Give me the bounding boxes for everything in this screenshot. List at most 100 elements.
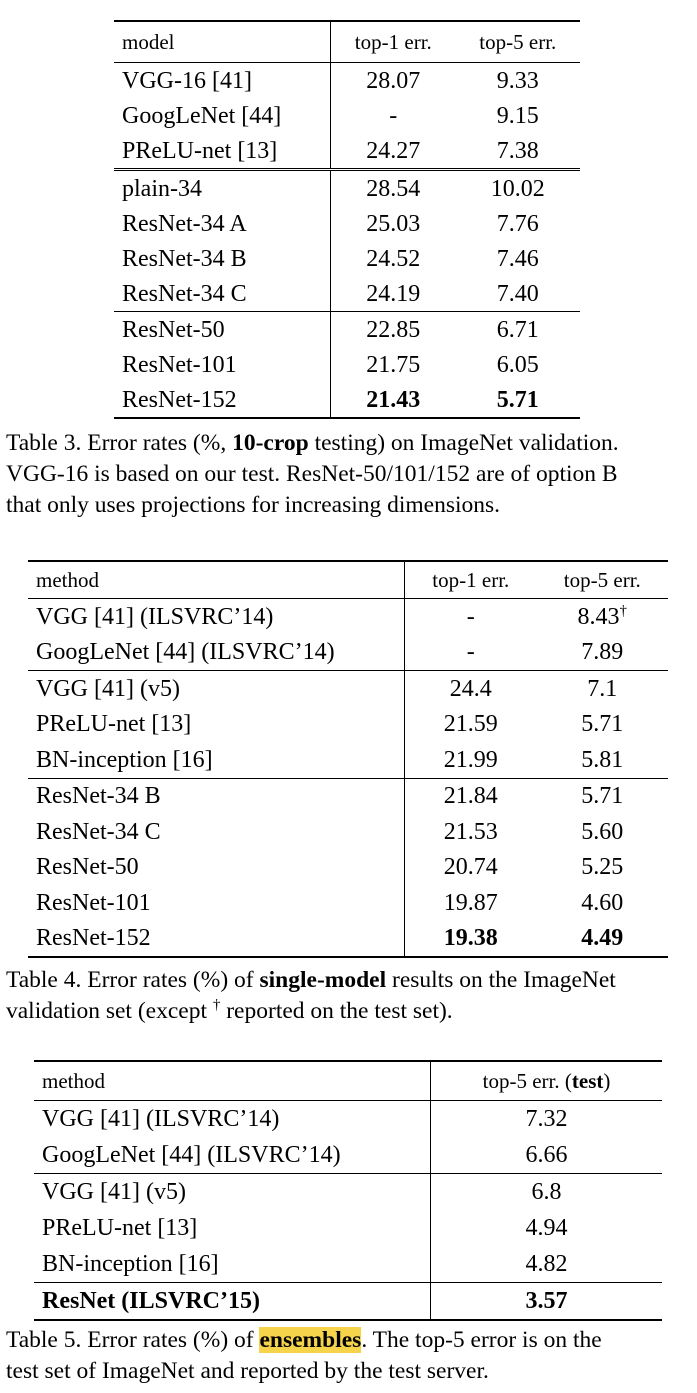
- method-cell: ResNet-152: [28, 920, 405, 958]
- header-top1: top-1 err.: [403, 560, 537, 599]
- method-cell: VGG [41] (ILSVRC’14): [42, 1106, 280, 1132]
- model-cell: VGG-16 [41]: [122, 67, 252, 94]
- top5-cell: 6.05: [496, 351, 539, 378]
- table-row: ResNet-34 C 21.53 5.60: [28, 814, 668, 850]
- table-row: BN-inception [16] 4.82: [34, 1246, 662, 1283]
- table-5: method top-5 err. (test) VGG [41] (ILSVR…: [34, 1060, 662, 1321]
- top1-cell: 21.99: [403, 742, 537, 779]
- model-cell: ResNet-152: [114, 382, 331, 419]
- caption-emphasis: 10-crop: [232, 430, 309, 456]
- top5-cell: 5.60: [581, 818, 624, 845]
- table-row: VGG [41] (v5) 24.4 7.1: [28, 670, 668, 707]
- method-cell: VGG [41] (v5): [42, 1179, 186, 1205]
- top5-cell: 5.25: [581, 854, 624, 881]
- top5-cell: 7.32: [430, 1100, 662, 1137]
- caption-text: Error rates (%) of: [87, 1327, 254, 1353]
- caption-line: that only uses projections for increasin…: [6, 492, 501, 518]
- table-row: ResNet-34 C 24.19 7.40: [114, 276, 580, 312]
- top5-cell: 7.76: [496, 210, 539, 237]
- model-cell: plain-34: [122, 175, 202, 202]
- table-row: ResNet-152 21.43 5.71: [114, 382, 580, 419]
- table-row: ResNet-101 21.75 6.05: [114, 347, 580, 382]
- top5-cell: 10.02: [490, 175, 545, 202]
- top1-cell-best: 21.43: [329, 382, 456, 419]
- table-row: ResNet-101 19.87 4.60: [28, 885, 668, 921]
- method-cell: BN-inception [16]: [34, 1246, 431, 1283]
- caption-line: reported on the test set).: [226, 998, 453, 1024]
- caption-text: testing) on ImageNet validation.: [314, 430, 619, 456]
- table-row: GoogLeNet [44] (ILSVRC’14) 6.66: [34, 1137, 662, 1174]
- table-3: model top-1 err. top-5 err. VGG-16 [41] …: [114, 20, 580, 419]
- table-row: ResNet-34 B 21.84 5.71: [28, 778, 668, 814]
- top5-cell: 7.40: [455, 276, 580, 312]
- caption-line: validation set (except: [6, 998, 207, 1024]
- model-cell: ResNet-34 C: [114, 276, 331, 312]
- table-header-row: method top-1 err. top-5 err.: [28, 560, 668, 599]
- top5-cell: 6.8: [430, 1173, 662, 1210]
- header-top1: top-1 err.: [329, 20, 456, 63]
- top1-cell: 21.75: [329, 347, 456, 382]
- top1-cell: 21.84: [403, 778, 537, 814]
- top5-cell-best: 3.57: [430, 1282, 662, 1321]
- method-cell: BN-inception [16]: [28, 742, 405, 779]
- method-cell: GoogLeNet [44] (ILSVRC’14): [28, 634, 405, 671]
- table-row: ResNet-152 19.38 4.49: [28, 920, 668, 958]
- method-cell: ResNet-50: [36, 854, 139, 881]
- model-cell: ResNet-101: [122, 351, 237, 378]
- caption-text: . The top-5 error is on the: [361, 1327, 602, 1353]
- top5-cell: 7.89: [536, 634, 668, 671]
- top5-cell: 6.71: [496, 316, 539, 343]
- dagger-mark: †: [212, 997, 221, 1013]
- table-header-row: method top-5 err. (test): [34, 1060, 662, 1101]
- table-row: ResNet-50 20.74 5.25: [28, 849, 668, 885]
- top5-cell: 9.15: [496, 102, 539, 129]
- header-method: method: [28, 560, 405, 599]
- top1-cell: 24.4: [403, 670, 537, 707]
- caption-label: Table 5.: [6, 1327, 82, 1353]
- header-top5: top-5 err.: [455, 20, 580, 63]
- method-cell: VGG [41] (v5): [36, 675, 180, 702]
- top1-cell: 24.27: [329, 133, 456, 171]
- top1-cell: 21.53: [403, 814, 537, 850]
- dagger-mark: †: [619, 602, 628, 619]
- header-top5-test: top-5 err. (test): [430, 1060, 662, 1101]
- header-top5: top-5 err.: [536, 560, 668, 599]
- method-cell: PReLU-net [13]: [36, 711, 192, 738]
- top5-cell: 4.82: [430, 1246, 662, 1283]
- top5-cell: 7.46: [496, 245, 539, 272]
- top5-cell: 7.1: [587, 675, 618, 702]
- top1-cell: 24.52: [329, 241, 456, 276]
- method-cell: ResNet-34 B: [36, 783, 161, 810]
- table-header-row: model top-1 err. top-5 err.: [114, 20, 580, 63]
- top1-cell: -: [403, 598, 537, 635]
- table-row: VGG [41] (ILSVRC’14) 7.32: [34, 1100, 662, 1137]
- table-row: VGG [41] (v5) 6.8: [34, 1173, 662, 1210]
- top1-cell: 24.19: [329, 276, 456, 312]
- method-cell: ResNet-101: [36, 889, 151, 916]
- header-test: test: [571, 1068, 604, 1093]
- top1-cell: 19.87: [403, 885, 537, 921]
- top5-cell: 9.33: [496, 67, 539, 94]
- table-row: GoogLeNet [44] (ILSVRC’14) - 7.89: [28, 634, 668, 671]
- table-row: PReLU-net [13] 24.27 7.38: [114, 133, 580, 171]
- caption-line: VGG-16 is based on our test. ResNet-50/1…: [6, 461, 618, 487]
- caption-label: Table 3.: [6, 430, 82, 456]
- top5-cell: 4.60: [581, 889, 624, 916]
- model-cell: ResNet-50: [122, 316, 225, 343]
- table-row: ResNet-34 A 25.03 7.76: [114, 206, 580, 241]
- table-row: ResNet (ILSVRC’15) 3.57: [34, 1282, 662, 1321]
- top1-cell-best: 19.38: [403, 920, 537, 958]
- caption-line: test set of ImageNet and reported by the…: [6, 1358, 489, 1384]
- method-cell-best: ResNet (ILSVRC’15): [34, 1282, 431, 1321]
- top5-cell: 4.94: [430, 1210, 662, 1246]
- caption-text: Error rates (%) of: [87, 967, 254, 993]
- top1-cell: 25.03: [329, 206, 456, 241]
- header-method: method: [34, 1060, 431, 1101]
- top1-cell: 28.54: [329, 169, 456, 206]
- model-cell: PReLU-net [13]: [114, 133, 331, 171]
- header-model: model: [114, 20, 331, 63]
- table-row: PReLU-net [13] 4.94: [34, 1210, 662, 1246]
- table-row: ResNet-34 B 24.52 7.46: [114, 241, 580, 276]
- table-row: VGG-16 [41] 28.07 9.33: [114, 62, 580, 98]
